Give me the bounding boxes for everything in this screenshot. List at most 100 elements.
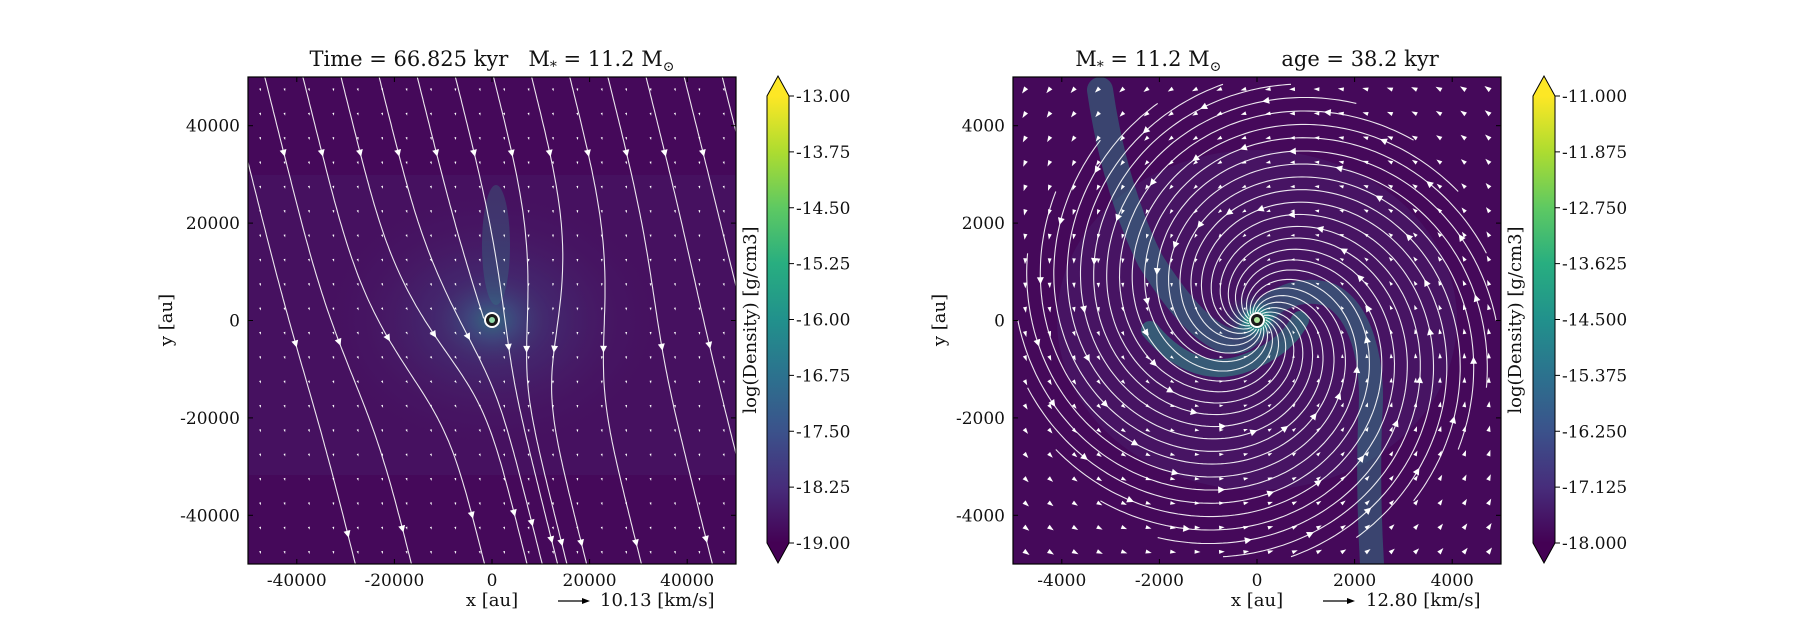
velocity-arrow (1191, 86, 1199, 92)
velocity-arrow (1363, 233, 1369, 238)
velocity-arrow (600, 429, 603, 433)
velocity-arrow (1170, 282, 1173, 288)
velocity-arrow (1486, 376, 1491, 383)
velocity-arrow (1437, 499, 1443, 506)
velocity-arrow (1485, 134, 1492, 141)
streamline-arrow (698, 149, 706, 157)
velocity-arrow (1194, 283, 1198, 287)
velocity-arrow (698, 88, 701, 92)
velocity-arrow (307, 429, 310, 433)
velocity-arrow (1389, 402, 1393, 408)
velocity-arrow (1217, 184, 1223, 189)
velocity-arrow (576, 185, 579, 189)
velocity-arrow (625, 283, 628, 287)
velocity-arrow (1022, 86, 1029, 94)
velocity-arrow (551, 234, 554, 238)
velocity-arrow (673, 526, 676, 530)
velocity-arrow (1438, 328, 1442, 335)
velocity-arrow (405, 307, 408, 311)
streamline-arrow (1197, 220, 1205, 229)
velocity-arrow (307, 161, 310, 165)
velocity-arrow (1071, 476, 1078, 482)
velocity-arrow (283, 477, 286, 481)
velocity-arrow (1460, 159, 1467, 165)
velocity-arrow (1168, 135, 1174, 141)
velocity-arrow (1047, 258, 1052, 264)
velocity-arrow (332, 331, 335, 335)
velocity-arrow (625, 137, 628, 141)
velocity-arrow (600, 453, 603, 457)
y-axis-label-right: y [au] (929, 294, 950, 347)
velocity-arrow (1194, 307, 1198, 311)
quiver-key-right: 12.80 [km/s] (1323, 590, 1481, 611)
velocity-arrow (283, 356, 286, 360)
velocity-arrow (698, 185, 701, 189)
velocity-arrow (527, 258, 530, 262)
velocity-arrow (1267, 501, 1273, 506)
velocity-arrow (698, 550, 701, 554)
streamline (1039, 191, 1335, 465)
velocity-arrow (332, 88, 335, 92)
velocity-arrow (600, 210, 603, 214)
velocity-arrow (649, 112, 652, 116)
velocity-arrow (1486, 207, 1492, 214)
velocity-arrow (625, 477, 628, 481)
velocity-arrow (1096, 355, 1101, 361)
velocity-arrow (454, 453, 457, 457)
streamline (1026, 253, 1346, 478)
velocity-arrow (503, 307, 506, 311)
streamline-arrow (1256, 204, 1265, 212)
velocity-arrow (1314, 234, 1320, 237)
velocity-arrow (283, 258, 286, 262)
velocity-arrow (503, 258, 506, 262)
streamline-arrow (577, 538, 584, 547)
velocity-arrow (625, 453, 628, 457)
velocity-arrow (625, 331, 628, 335)
streamline-arrow (1143, 297, 1150, 306)
velocity-arrow (1460, 134, 1467, 141)
velocity-arrow (576, 453, 579, 457)
velocity-arrow (722, 88, 725, 92)
velocity-arrow (1437, 548, 1444, 555)
velocity-arrow (454, 282, 457, 287)
velocity-arrow (625, 550, 628, 554)
velocity-arrow (1143, 111, 1150, 117)
velocity-arrow (332, 136, 335, 141)
streamline-arrow (1249, 429, 1258, 437)
velocity-arrow (1169, 209, 1174, 214)
velocity-arrow (1363, 160, 1369, 165)
velocity-arrow (405, 258, 408, 262)
velocity-arrow (1316, 330, 1320, 334)
streamline-arrow (1266, 490, 1275, 498)
velocity-arrow (600, 477, 603, 481)
velocity-arrow (356, 282, 359, 287)
velocity-arrow (1436, 183, 1443, 189)
velocity-arrow (1216, 111, 1223, 116)
streamline-arrow (1375, 195, 1384, 202)
velocity-arrow (698, 234, 701, 238)
velocity-arrow (649, 404, 652, 408)
velocity-arrow (1412, 548, 1420, 555)
y-tick-label: 4000 (962, 117, 1005, 137)
velocity-arrow (527, 331, 530, 335)
velocity-arrow (1242, 258, 1247, 262)
velocity-arrow (283, 307, 286, 311)
velocity-arrow (673, 185, 676, 189)
velocity-arrow (649, 258, 652, 262)
velocity-arrow (1097, 209, 1101, 215)
velocity-arrow (454, 234, 457, 238)
velocity-arrow (1022, 524, 1030, 531)
velocity-arrow (478, 404, 481, 408)
velocity-arrow (1486, 352, 1491, 359)
velocity-arrow (478, 477, 481, 481)
velocity-arrow (673, 380, 676, 384)
velocity-arrow (478, 550, 481, 554)
velocity-arrow (576, 526, 579, 530)
x-tick-label: 4000 (1431, 571, 1474, 591)
velocity-arrow (673, 356, 676, 360)
velocity-arrow (1267, 477, 1273, 481)
velocity-arrow (1022, 110, 1029, 118)
velocity-arrow (332, 185, 335, 189)
velocity-arrow (356, 331, 359, 335)
velocity-arrow (576, 137, 579, 141)
